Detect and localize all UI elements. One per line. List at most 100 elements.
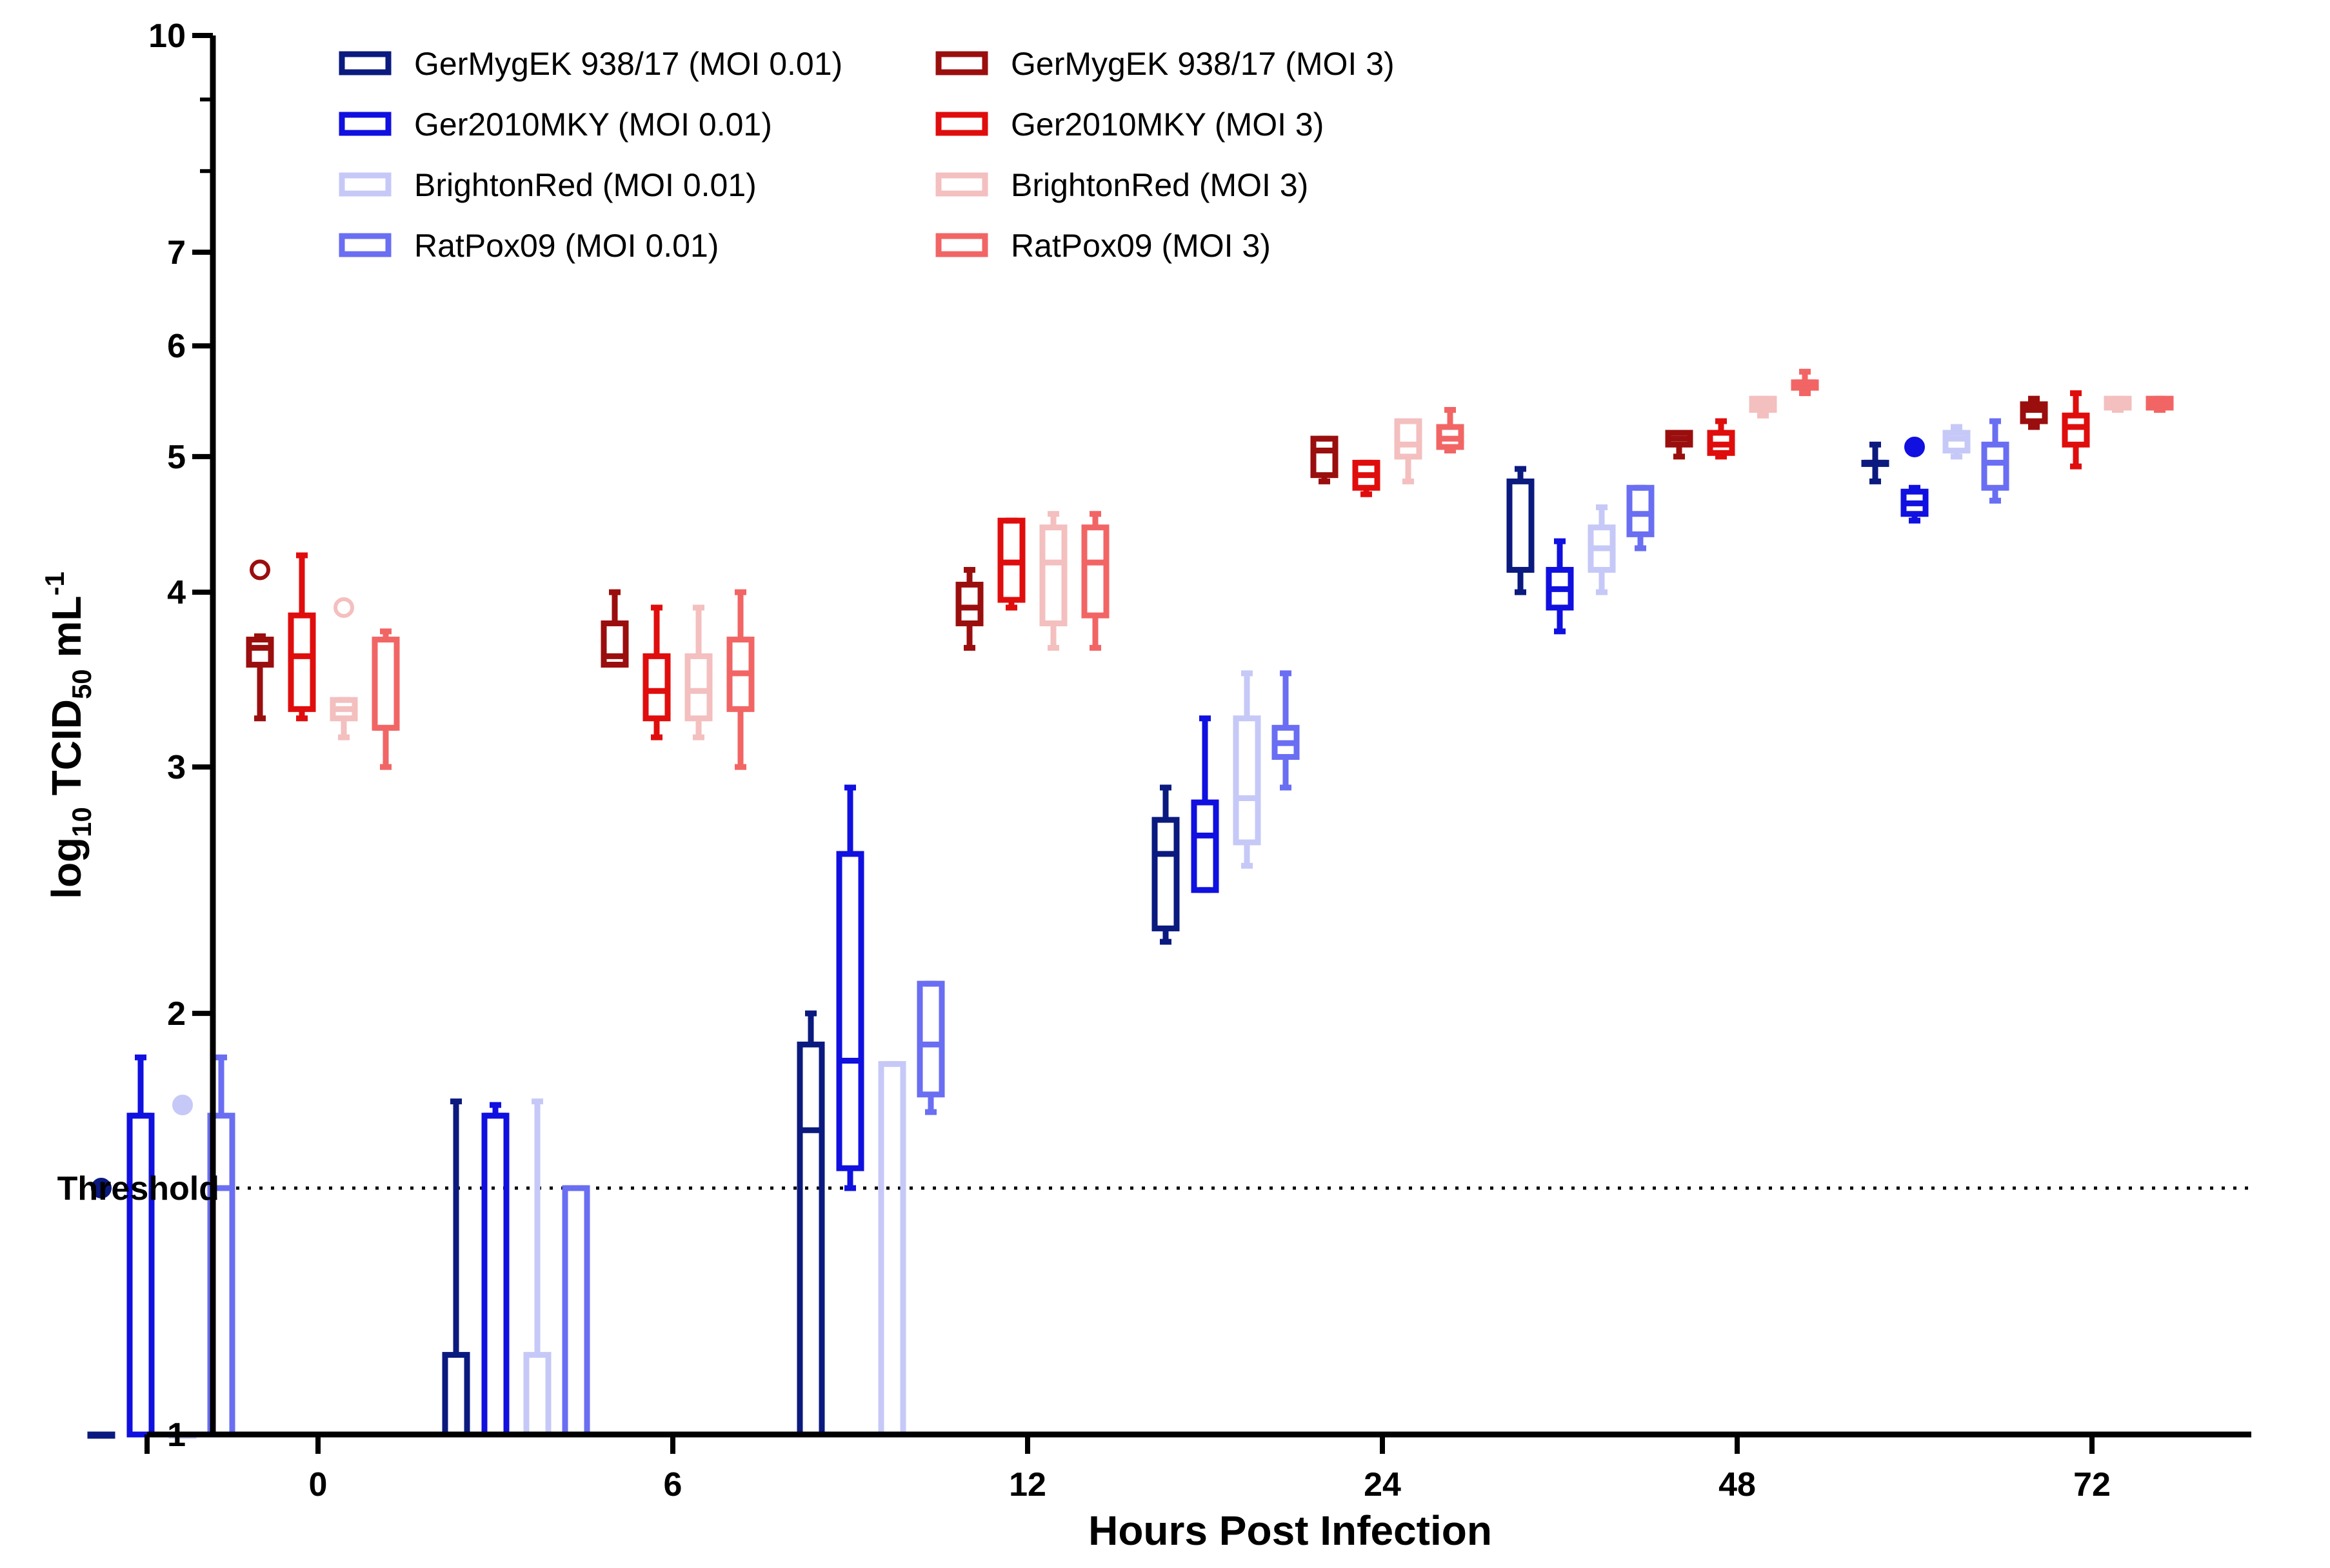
box-plot: [1151, 784, 1180, 945]
box-plot: [1900, 436, 1929, 524]
box-plot: [797, 1010, 825, 1438]
box-plot: [1310, 435, 1339, 484]
box-iqr: [836, 851, 864, 1171]
boxes-layer: [87, 368, 2174, 1439]
box-plot: [1861, 441, 1889, 484]
box-iqr: [126, 1113, 155, 1438]
box-plot: [684, 604, 713, 740]
legend-swatch: [339, 172, 392, 197]
y-tick-label: 4: [167, 574, 186, 611]
legend-item: RatPox09 (MOI 3): [935, 228, 1271, 264]
box-plot: [917, 980, 945, 1115]
legend-item: RatPox09 (MOI 0.01): [339, 228, 719, 264]
y-tick-label: 2: [167, 995, 186, 1033]
box-plot: [1981, 418, 2009, 504]
box-iqr: [1191, 799, 1219, 893]
outlier-point: [334, 597, 354, 618]
x-tick-label: 72: [2073, 1466, 2111, 1503]
box-plot: [1394, 418, 1422, 484]
box-iqr: [797, 1041, 825, 1438]
box-plot: [1271, 670, 1300, 791]
x-tick-label: 6: [664, 1466, 682, 1503]
y-tick-label: 7: [167, 234, 186, 272]
y-tick-label: 3: [167, 749, 186, 786]
legend-swatch: [935, 233, 988, 257]
x-tick-label: 12: [1009, 1466, 1046, 1503]
box-plot: [1546, 538, 1574, 635]
box-iqr: [1233, 715, 1261, 846]
legend-label: GerMygEK 938/17 (MOI 3): [1011, 46, 1395, 82]
box-iqr: [1981, 441, 2009, 491]
legend-label: Ger2010MKY (MOI 3): [1011, 106, 1324, 143]
box-plot: [1588, 504, 1616, 595]
box-plot: [372, 628, 400, 770]
outlier-point: [172, 1095, 193, 1116]
box-iqr: [1942, 430, 1971, 454]
box-iqr: [642, 653, 671, 722]
legend-swatch: [339, 112, 392, 136]
legend-label: Ger2010MKY (MOI 0.01): [414, 106, 772, 143]
box-plot: [642, 604, 671, 740]
box-plot: [1436, 406, 1464, 454]
y-tick-label: 1: [167, 1416, 186, 1454]
box-plot: [1039, 511, 1068, 651]
legend-swatch: [935, 172, 988, 197]
box-plot: [87, 1178, 115, 1439]
box-plot: [1233, 670, 1261, 869]
legend-item: BrightonRed (MOI 0.01): [339, 167, 757, 203]
legend-item: GerMygEK 938/17 (MOI 3): [935, 46, 1395, 82]
legend-item: Ger2010MKY (MOI 3): [935, 106, 1324, 143]
box-plot: [1942, 424, 1971, 460]
box-plot: [1791, 368, 1819, 397]
box-plot: [2020, 395, 2048, 430]
box-iqr: [601, 620, 629, 668]
box-plot: [878, 1061, 906, 1438]
box-iqr: [684, 653, 713, 722]
box-iqr: [288, 612, 316, 712]
box-plot: [168, 1095, 197, 1439]
legend-label: BrightonRed (MOI 0.01): [414, 167, 757, 203]
legend-swatch: [935, 51, 988, 75]
box-plot: [2104, 395, 2132, 413]
legend-swatch: [339, 51, 392, 75]
y-tick-label: 5: [167, 439, 186, 476]
x-axis-title: Hours Post Infection: [1088, 1507, 1492, 1554]
box-plot: [1749, 395, 1777, 419]
box-plot: [481, 1102, 510, 1438]
legend-label: GerMygEK 938/17 (MOI 0.01): [414, 46, 842, 82]
legend-item: GerMygEK 938/17 (MOI 0.01): [339, 46, 842, 82]
box-plot: [955, 566, 984, 651]
box-iqr: [481, 1113, 510, 1438]
x-tick-label: 24: [1364, 1466, 1401, 1503]
legend-item: Ger2010MKY (MOI 0.01): [339, 106, 772, 143]
box-plot: [442, 1098, 470, 1438]
box-plot: [1626, 484, 1655, 551]
threshold-label: Threshold: [57, 1170, 219, 1207]
outlier-point: [91, 1178, 112, 1199]
box-iqr: [523, 1352, 552, 1438]
box-iqr: [246, 637, 274, 668]
box-plot: [1191, 715, 1219, 893]
axes-layer: Threshold Hours Post Infection log10 TCI…: [39, 35, 2251, 1554]
y-tick-label: 6: [167, 328, 186, 365]
y-tick-label: 10: [148, 17, 186, 55]
legend-label: RatPox09 (MOI 3): [1011, 228, 1271, 264]
legend-label: BrightonRed (MOI 3): [1011, 167, 1308, 203]
legend: GerMygEK 938/17 (MOI 0.01) Ger2010MKY (MO…: [339, 46, 1395, 264]
x-tick-label: 0: [309, 1466, 328, 1503]
box-plot: [2146, 395, 2174, 413]
box-plot: [1352, 459, 1380, 497]
box-plot: [288, 552, 316, 722]
box-iqr: [1310, 435, 1339, 479]
box-plot: [1506, 466, 1535, 595]
box-iqr: [562, 1185, 590, 1438]
box-iqr: [1506, 478, 1535, 573]
box-iqr: [1394, 418, 1422, 460]
box-plot: [126, 1054, 155, 1438]
box-plot: [1081, 511, 1110, 651]
box-plot: [726, 589, 755, 770]
box-plot: [601, 589, 629, 668]
box-iqr: [1081, 524, 1110, 619]
